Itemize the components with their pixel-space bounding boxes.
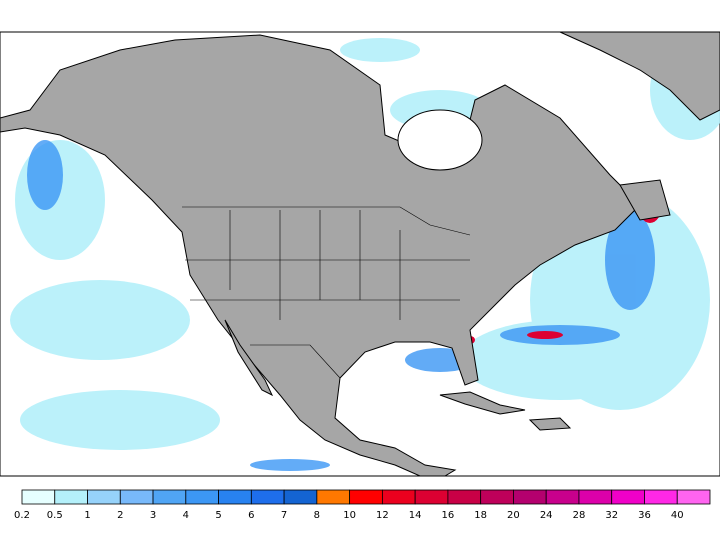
color-box [185, 489, 219, 505]
color-bar-label: 3 [150, 510, 156, 521]
color-bar-label: 5 [215, 510, 221, 521]
color-box [21, 489, 56, 505]
color-bar-label: 0.2 [14, 510, 30, 521]
color-bar-label: 32 [605, 510, 618, 521]
color-box [250, 489, 285, 505]
color-box [513, 489, 547, 505]
color-bar-label: 20 [507, 510, 520, 521]
color-bar-label: 0.5 [47, 510, 63, 521]
color-bar-label: 4 [183, 510, 189, 521]
color-bar-label: 36 [638, 510, 651, 521]
color-box [87, 489, 121, 505]
borders [182, 206, 471, 379]
color-bar-label: 28 [573, 510, 586, 521]
color-box [480, 489, 514, 505]
color-bar-label: 12 [376, 510, 389, 521]
map [0, 31, 720, 477]
color-box [218, 489, 252, 505]
color-bar-label: 2 [117, 510, 123, 521]
color-bar-label: 7 [281, 510, 287, 521]
color-bar-label: 18 [474, 510, 487, 521]
color-bar: 0.2 0.5 1 2 3 4 5 6 7 8 10 12 14 16 18 20 24 28 32 36 40 [14, 489, 711, 521]
color-bar-label: 10 [343, 510, 356, 521]
color-bar-label: 16 [442, 510, 455, 521]
hudson-bay [397, 109, 483, 171]
color-bar-label: 14 [409, 510, 422, 521]
color-box [119, 489, 154, 505]
color-box [545, 489, 580, 505]
color-bar-label: 40 [671, 510, 684, 521]
color-box [152, 489, 187, 505]
color-box [381, 489, 416, 505]
color-box [414, 489, 449, 505]
color-box [611, 489, 645, 505]
color-bar-label: 24 [540, 510, 553, 521]
color-box [54, 489, 88, 505]
color-bar-label: 1 [84, 510, 90, 521]
color-box [447, 489, 482, 505]
color-bar-label: 6 [248, 510, 254, 521]
color-box [349, 489, 383, 505]
color-bar-label: 8 [314, 510, 320, 521]
color-box [316, 489, 351, 505]
color-box [578, 489, 613, 505]
color-box [644, 489, 678, 505]
color-box [676, 489, 711, 505]
color-box [283, 489, 318, 505]
